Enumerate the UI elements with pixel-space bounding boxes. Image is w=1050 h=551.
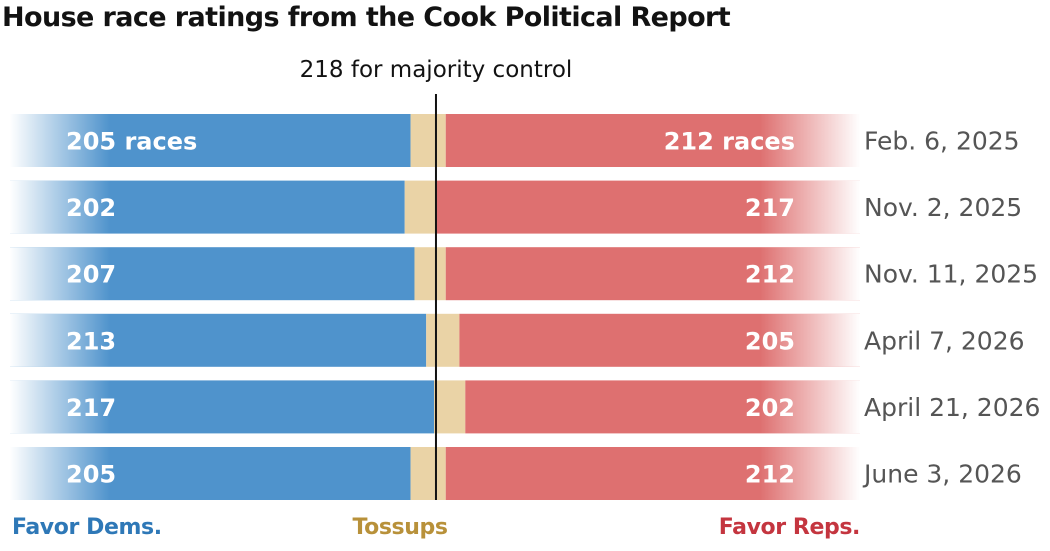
legend-favor-reps: Favor Reps. xyxy=(719,515,860,540)
fade-right-2 xyxy=(760,247,860,301)
fade-right-1 xyxy=(760,180,860,234)
fade-left-2 xyxy=(10,247,110,301)
bar-tossups-4 xyxy=(434,380,466,434)
fade-left-4 xyxy=(10,380,110,434)
fade-right-4 xyxy=(760,380,860,434)
label-reps-3: 205 xyxy=(745,327,795,355)
fade-right-0 xyxy=(760,114,860,167)
label-reps-1: 217 xyxy=(745,194,795,222)
date-label-0: Feb. 6, 2025 xyxy=(864,127,1020,156)
label-dems-1: 202 xyxy=(66,194,116,222)
bar-tossups-0 xyxy=(410,114,446,167)
date-label-3: April 7, 2026 xyxy=(864,326,1025,355)
fade-left-5 xyxy=(10,447,110,500)
fade-left-0 xyxy=(10,114,110,167)
fade-right-3 xyxy=(760,313,860,367)
bar-tossups-1 xyxy=(404,180,436,234)
date-label-1: Nov. 2, 2025 xyxy=(864,193,1022,222)
label-reps-2: 212 xyxy=(745,261,795,289)
label-dems-2: 207 xyxy=(66,261,116,289)
fade-right-5 xyxy=(760,447,860,500)
legend-tossups: Tossups xyxy=(352,515,447,540)
chart-title: House race ratings from the Cook Politic… xyxy=(2,2,731,33)
label-dems-0: 205 races xyxy=(66,128,197,156)
fade-left-3 xyxy=(10,313,110,367)
label-reps-5: 212 xyxy=(745,461,795,489)
majority-line-label: 218 for majority control xyxy=(300,57,573,83)
legend-favor-dems: Favor Dems. xyxy=(12,515,162,540)
fade-left-1 xyxy=(10,180,110,234)
label-dems-4: 217 xyxy=(66,394,116,422)
date-label-2: Nov. 11, 2025 xyxy=(864,260,1038,289)
label-dems-5: 205 xyxy=(66,461,116,489)
label-reps-0: 212 races xyxy=(664,128,795,156)
label-reps-4: 202 xyxy=(745,394,795,422)
date-label-4: April 21, 2026 xyxy=(864,393,1040,422)
bar-tossups-2 xyxy=(414,247,446,301)
fade-overlays xyxy=(10,114,860,500)
label-dems-3: 213 xyxy=(66,327,116,355)
bar-tossups-5 xyxy=(410,447,446,500)
labels-layer: 205 races 212 races Feb. 6, 2025 202 217 Nov.… xyxy=(66,127,1040,489)
date-label-5: June 3, 2026 xyxy=(862,460,1022,489)
bar-tossups-3 xyxy=(426,313,460,367)
